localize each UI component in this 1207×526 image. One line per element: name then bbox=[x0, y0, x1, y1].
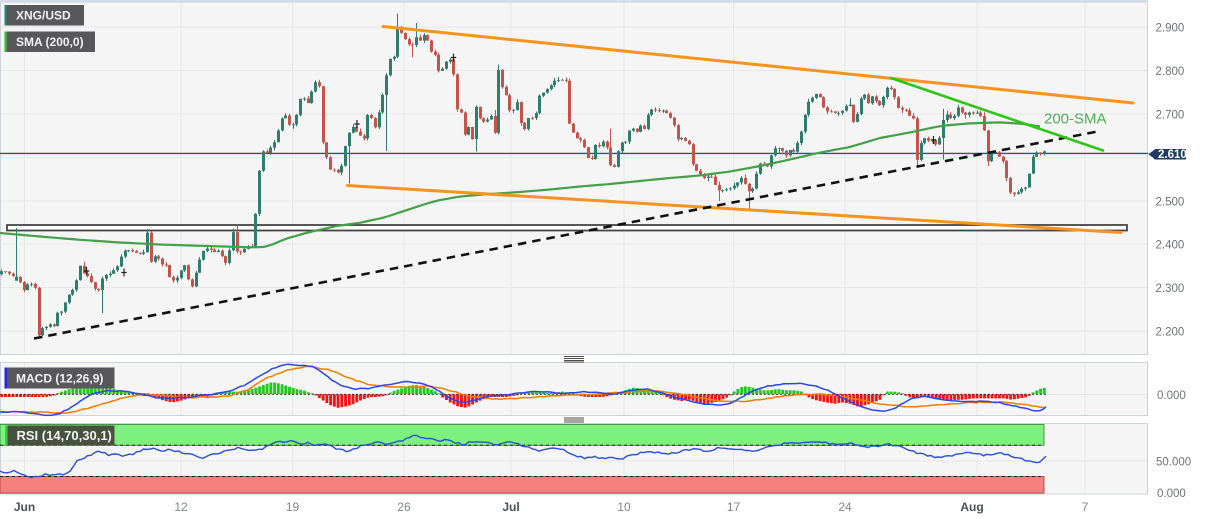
svg-text:2.200: 2.200 bbox=[1156, 327, 1185, 339]
svg-text:0.000: 0.000 bbox=[1157, 488, 1186, 500]
svg-text:12: 12 bbox=[174, 500, 188, 514]
svg-text:19: 19 bbox=[286, 500, 300, 514]
svg-text:50.000: 50.000 bbox=[1156, 457, 1191, 469]
svg-text:7: 7 bbox=[1082, 500, 1089, 514]
svg-text:17: 17 bbox=[727, 500, 741, 514]
svg-text:2.400: 2.400 bbox=[1156, 240, 1185, 252]
svg-text:26: 26 bbox=[397, 500, 411, 514]
svg-text:2.610: 2.610 bbox=[1158, 149, 1187, 161]
svg-text:2.900: 2.900 bbox=[1156, 23, 1185, 35]
svg-text:10: 10 bbox=[617, 500, 631, 514]
svg-text:SMA (200,0): SMA (200,0) bbox=[16, 35, 84, 49]
svg-text:200-SMA: 200-SMA bbox=[1044, 111, 1107, 128]
svg-text:2.800: 2.800 bbox=[1156, 66, 1185, 78]
svg-text:XNG/USD: XNG/USD bbox=[16, 9, 71, 23]
svg-text:Jun: Jun bbox=[14, 500, 35, 514]
svg-text:Jul: Jul bbox=[502, 500, 519, 514]
svg-text:Aug: Aug bbox=[960, 500, 983, 514]
svg-text:2.700: 2.700 bbox=[1156, 110, 1185, 122]
svg-text:MACD (12,26,9): MACD (12,26,9) bbox=[16, 371, 103, 385]
svg-text:0.000: 0.000 bbox=[1157, 390, 1186, 402]
svg-text:RSI (14,70,30,1): RSI (14,70,30,1) bbox=[17, 428, 112, 443]
svg-text:24: 24 bbox=[838, 500, 852, 514]
svg-text:2.500: 2.500 bbox=[1156, 196, 1185, 208]
svg-text:2.300: 2.300 bbox=[1156, 283, 1185, 295]
